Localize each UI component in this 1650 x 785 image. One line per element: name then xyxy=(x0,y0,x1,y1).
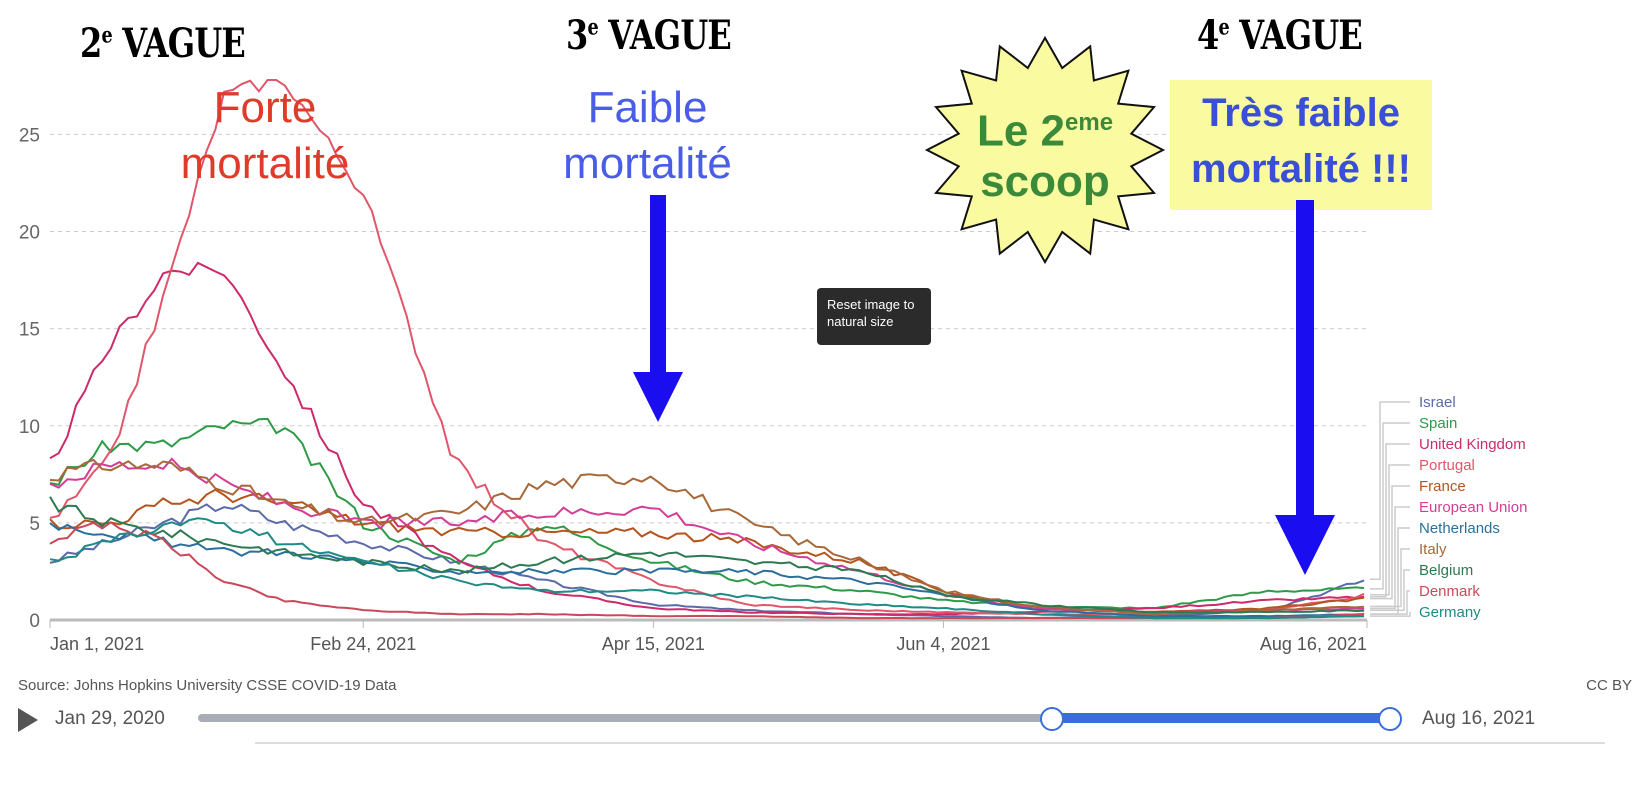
series-line-belgium[interactable] xyxy=(49,496,1365,614)
play-button[interactable] xyxy=(18,708,38,732)
legend-connector xyxy=(1370,569,1410,612)
legend-label[interactable]: Germany xyxy=(1419,604,1481,621)
legend-connector xyxy=(1370,443,1410,598)
legend-label[interactable]: Belgium xyxy=(1419,562,1473,579)
source-text: Source: Johns Hopkins University CSSE CO… xyxy=(18,677,397,694)
legend-label[interactable]: Denmark xyxy=(1419,583,1480,600)
legend-label[interactable]: Netherlands xyxy=(1419,520,1500,537)
very-weak-box xyxy=(1170,80,1432,210)
legend-label[interactable]: United Kingdom xyxy=(1419,436,1526,453)
legend-label[interactable]: France xyxy=(1419,478,1466,495)
x-tick-label: Aug 16, 2021 xyxy=(1260,634,1367,654)
legend-label[interactable]: Italy xyxy=(1419,541,1447,558)
starburst-icon xyxy=(924,35,1166,265)
legend-connector xyxy=(1370,422,1410,590)
wave-2-title: 2e VAGUE xyxy=(80,20,246,67)
weak-mortality-note: Faible mortalité xyxy=(563,83,732,188)
line-chart: 0 5 10 15 20 25 Israel Spain United Kingdom Portu… xyxy=(19,79,1527,654)
x-tick-label: Jun 4, 2021 xyxy=(896,634,990,654)
y-tick-label: 0 xyxy=(29,611,40,632)
legend-connector xyxy=(1370,401,1410,580)
legend-label[interactable]: Portugal xyxy=(1419,457,1475,474)
x-tick-label: Jan 1, 2021 xyxy=(50,634,144,654)
divider xyxy=(255,742,1605,744)
scoop-note: Le 2eme scoop xyxy=(976,106,1114,206)
series-line-italy[interactable] xyxy=(49,458,1365,616)
timeline-selected-range xyxy=(1051,713,1390,723)
timeline-end-handle[interactable] xyxy=(1378,707,1402,731)
x-tick-label: Feb 24, 2021 xyxy=(310,634,416,654)
legend-connector xyxy=(1370,485,1410,600)
legend-connector xyxy=(1370,612,1411,617)
y-tick-label: 25 xyxy=(19,125,40,146)
legend-connector xyxy=(1370,548,1410,608)
series-line-netherlands[interactable] xyxy=(49,522,1365,618)
legend-connector xyxy=(1370,590,1410,615)
strong-mortality-note: Forte mortalité xyxy=(180,83,350,188)
reset-image-tooltip: Reset image to natural size xyxy=(817,288,931,345)
y-tick-label: 15 xyxy=(19,320,40,341)
legend-label[interactable]: European Union xyxy=(1419,499,1527,516)
legend-label[interactable]: Spain xyxy=(1419,415,1457,432)
legend-connector xyxy=(1370,506,1410,610)
license-text[interactable]: CC BY xyxy=(1586,677,1632,694)
arrows xyxy=(633,35,1335,575)
legend-label[interactable]: Israel xyxy=(1419,394,1456,411)
legend-connector xyxy=(1370,464,1410,596)
timeline-track[interactable] xyxy=(198,714,1400,722)
wave-3-title: 3e VAGUE xyxy=(566,12,732,59)
y-tick-label: 20 xyxy=(19,223,40,244)
wave-4-title: 4e VAGUE xyxy=(1197,12,1363,59)
x-tick-label: Apr 15, 2021 xyxy=(602,634,705,654)
series-line-united-kingdom[interactable] xyxy=(49,261,1365,616)
timeline-start-label: Jan 29, 2020 xyxy=(55,708,165,729)
very-weak-mortality-note: Très faible mortalité !!! xyxy=(1191,91,1411,191)
series-line-germany[interactable] xyxy=(49,517,1365,620)
timeline-end-label: Aug 16, 2021 xyxy=(1422,708,1536,729)
y-tick-label: 5 xyxy=(29,514,40,535)
y-tick-label: 10 xyxy=(19,417,40,438)
timeline-start-handle[interactable] xyxy=(1039,707,1064,731)
